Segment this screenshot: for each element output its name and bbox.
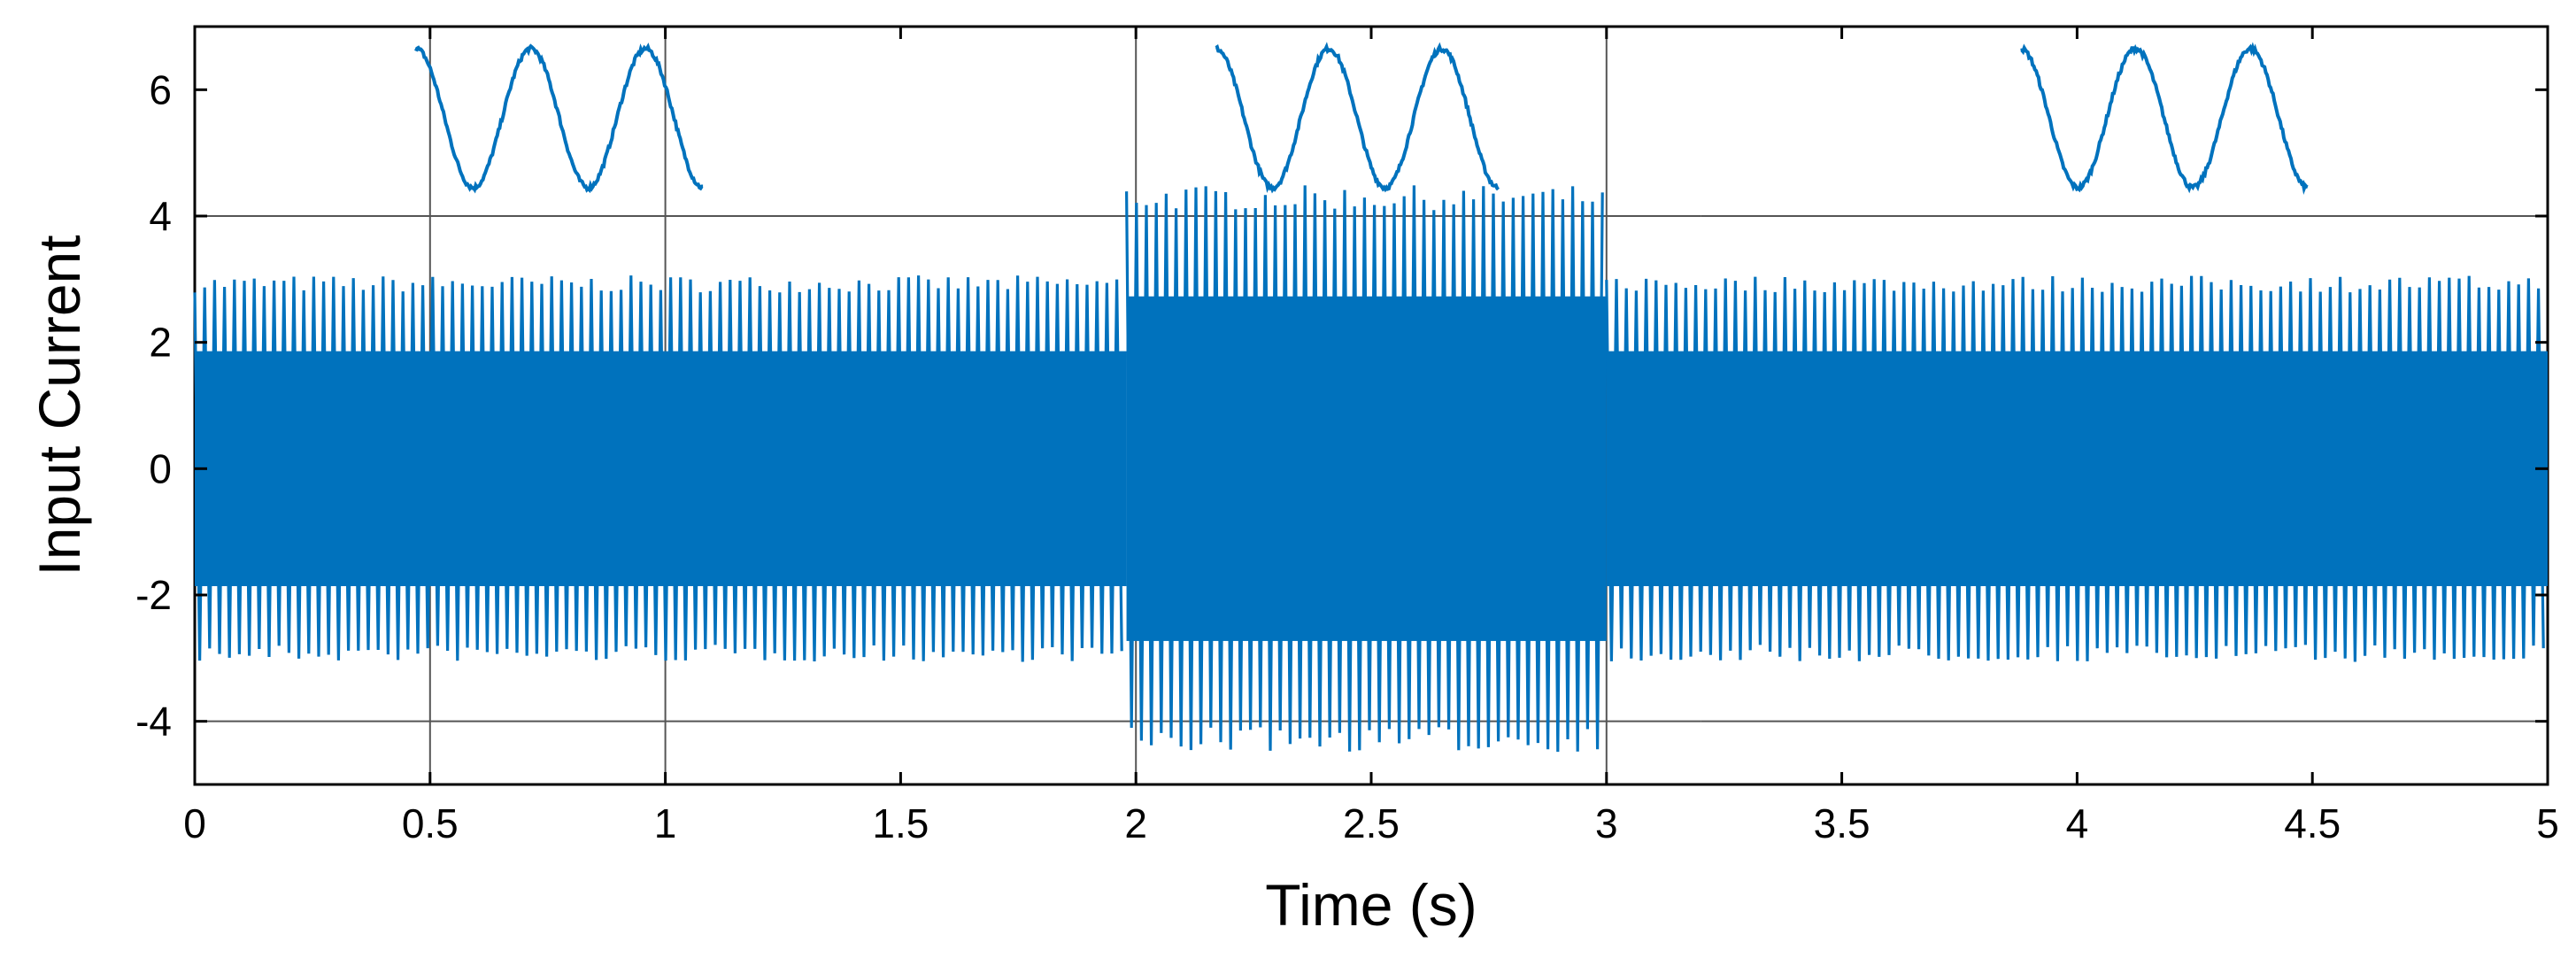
y-axis-ticks: -4 -2 0 2 4 6	[135, 66, 2548, 745]
x-tick-label: 4.5	[2284, 800, 2341, 846]
x-tick-label: 5	[2536, 800, 2559, 846]
x-tick-label: 0.5	[402, 800, 459, 846]
y-tick-label: -4	[135, 699, 172, 745]
inset-waveform-zoom-1	[414, 42, 704, 194]
x-tick-label: 1	[654, 800, 677, 846]
waveform-envelope-fill	[195, 351, 1127, 587]
waveform-envelope-fill	[1606, 351, 2548, 587]
x-tick-label: 3	[1595, 800, 1618, 846]
x-axis-ticks: 0 0.5 1 1.5 2 2.5 3 3.5 4 4.5 5	[183, 27, 2559, 846]
y-tick-label: -2	[135, 572, 172, 618]
y-tick-label: 4	[149, 193, 172, 239]
y-axis-label: Input Current	[27, 235, 92, 576]
waveform-segment	[1125, 185, 1604, 753]
current-waveform	[193, 185, 2548, 753]
zoom-insets	[414, 42, 2309, 195]
y-tick-label: 2	[149, 320, 172, 366]
x-axis-label: Time (s)	[1265, 872, 1477, 938]
x-tick-label: 2	[1124, 800, 1147, 846]
y-tick-label: 6	[149, 66, 172, 112]
plot-area	[193, 25, 2549, 786]
x-tick-label: 4	[2066, 800, 2089, 846]
x-tick-label: 2.5	[1343, 800, 1400, 846]
x-tick-label: 3.5	[1814, 800, 1870, 846]
inset-waveform-zoom-2	[1215, 42, 1500, 194]
x-tick-label: 0	[183, 800, 206, 846]
waveform-envelope-fill	[1126, 296, 1607, 641]
x-tick-label: 1.5	[872, 800, 929, 846]
inset-waveform-zoom-3	[2020, 42, 2309, 195]
y-tick-label: 0	[149, 445, 172, 491]
